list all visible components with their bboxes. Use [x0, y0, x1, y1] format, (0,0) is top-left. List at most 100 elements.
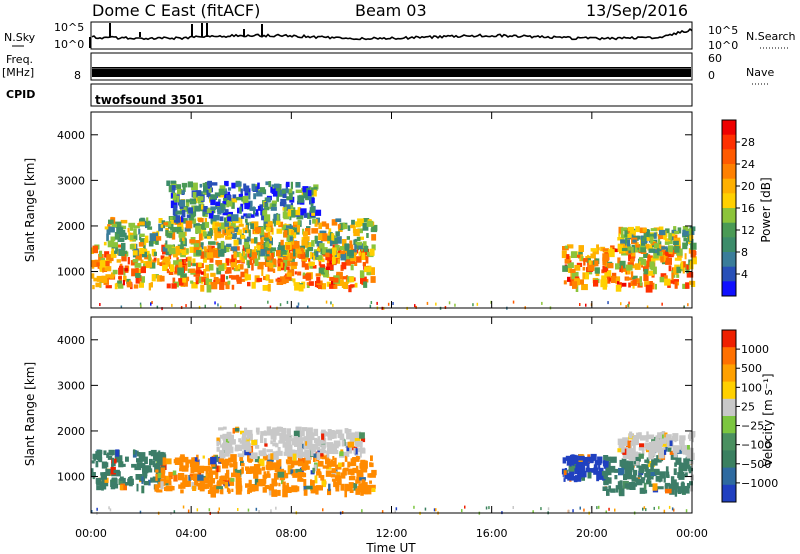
velocity-cell-4: [604, 480, 607, 484]
velocity-cell-1: [291, 469, 296, 476]
power-cell-1: [327, 235, 333, 241]
power-cell-0: [220, 274, 225, 283]
velocity-cell-1: [188, 475, 192, 481]
velocity-cell-1: [370, 455, 373, 462]
power-cell-3: [581, 284, 588, 291]
power-cell-4: [658, 233, 664, 240]
power-cell-0: [192, 258, 196, 265]
velocity-cell-0: [148, 479, 151, 486]
power-cell-0: [366, 271, 371, 276]
velocity-cell-1: [166, 475, 169, 480]
velocity-cell-5: [617, 448, 622, 453]
power-cell-0: [160, 255, 165, 260]
power-cell-0: [224, 281, 228, 286]
velocity-cell-0: [101, 461, 108, 469]
velocity-cell-2: [232, 428, 235, 434]
power-cell-1: [331, 219, 338, 226]
power-cell-2: [238, 193, 243, 199]
velocity-cell-3: [586, 460, 590, 468]
power-noise-dot: [219, 305, 222, 309]
velocity-colorbar-label: −25: [741, 420, 764, 433]
power-cell-4: [668, 232, 672, 240]
power-cell-2: [285, 183, 288, 192]
power-cell-2: [255, 209, 259, 215]
velocity-cell-4: [624, 468, 629, 475]
velocity-cell-0: [141, 485, 145, 494]
power-cell-2: [236, 196, 243, 201]
velocity-cell-1: [272, 482, 278, 486]
power-cell-1: [219, 233, 224, 238]
power-cell-2: [206, 189, 209, 198]
velocity-cell-1: [179, 456, 185, 461]
velocity-cell-5: [665, 445, 673, 450]
power-cell-0: [138, 275, 142, 282]
velocity-cell-1: [241, 467, 244, 474]
power-cell-2: [259, 187, 266, 193]
velocity-cell-5: [664, 449, 667, 455]
power-cell-0: [337, 250, 342, 259]
velocity-cell-3: [593, 464, 598, 468]
power-noise-dot: [267, 300, 269, 304]
velocity-cell-2: [317, 443, 322, 447]
velocity-cell-1: [263, 471, 267, 479]
power-cell-0: [187, 256, 192, 265]
power-cell-1: [108, 219, 114, 225]
velocity-cell-1: [228, 457, 232, 463]
velocity-cell-2: [237, 453, 245, 458]
power-cell-0: [272, 258, 277, 265]
velocity-cell-4: [679, 471, 683, 480]
power-cell-0: [293, 282, 300, 286]
power-cell-0: [298, 252, 306, 259]
power-noise-dot: [332, 303, 334, 307]
velocity-cell-1: [197, 465, 205, 474]
velocity-colorbar-frame: [721, 329, 737, 503]
power-cell-1: [243, 242, 250, 248]
velocity-cell-3: [585, 467, 590, 473]
power-noise-dot: [392, 302, 394, 305]
velocity-cell-2: [350, 432, 358, 438]
power-cell-1: [269, 235, 272, 241]
velocity-cell-1: [262, 487, 267, 493]
nsearch-tick-bottom: 10^0: [708, 39, 738, 52]
power-noise-dot: [297, 302, 300, 306]
power-cell-2: [203, 190, 208, 195]
power-cell-1: [340, 252, 347, 261]
power-cell-3: [685, 282, 690, 289]
xtick-label: 20:00: [576, 527, 608, 540]
velocity-noise-dot: [108, 506, 110, 510]
power-cell-1: [110, 236, 116, 242]
power-cell-3: [616, 281, 620, 285]
velocity-cell-1: [199, 478, 203, 486]
power-cell-1: [310, 251, 313, 259]
power-cell-2: [171, 185, 176, 191]
power-cell-1: [318, 222, 322, 230]
velocity-cell-1: [174, 457, 181, 465]
power-cell-2: [219, 216, 224, 222]
power-cell-0: [316, 276, 321, 284]
power-cell-1: [343, 225, 348, 230]
power-cell-2: [256, 190, 263, 197]
velocity-cell-2: [260, 435, 264, 443]
velocity-cell-1: [233, 468, 236, 475]
power-cell-0: [164, 256, 171, 262]
nave-label: Nave: [746, 66, 774, 79]
power-cell-3: [660, 256, 664, 263]
velocity-cell-0: [142, 466, 147, 473]
power-cell-1: [209, 241, 216, 245]
power-cell-0: [105, 261, 110, 267]
power-cell-2: [307, 212, 311, 219]
power-cell-4: [673, 242, 677, 249]
power-ytick-label: 2000: [57, 220, 85, 233]
power-cell-0: [335, 256, 338, 263]
velocity-colorbar-segment: [722, 330, 736, 348]
velocity-noise-dot: [247, 508, 250, 512]
velocity-cell-4: [664, 482, 671, 487]
power-cell-2: [248, 192, 251, 200]
power-cell-3: [579, 254, 583, 261]
velocity-noise-dot: [605, 510, 607, 514]
velocity-cell-1: [291, 485, 298, 493]
velocity-cell-5: [669, 440, 673, 446]
power-cell-1: [332, 247, 337, 256]
power-cell-0: [159, 262, 163, 266]
velocity-cell-2: [315, 443, 319, 450]
